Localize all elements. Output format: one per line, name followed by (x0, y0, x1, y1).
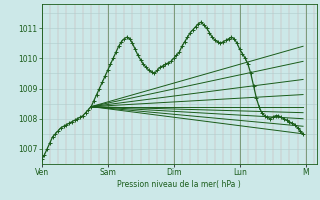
X-axis label: Pression niveau de la mer( hPa ): Pression niveau de la mer( hPa ) (117, 180, 241, 189)
